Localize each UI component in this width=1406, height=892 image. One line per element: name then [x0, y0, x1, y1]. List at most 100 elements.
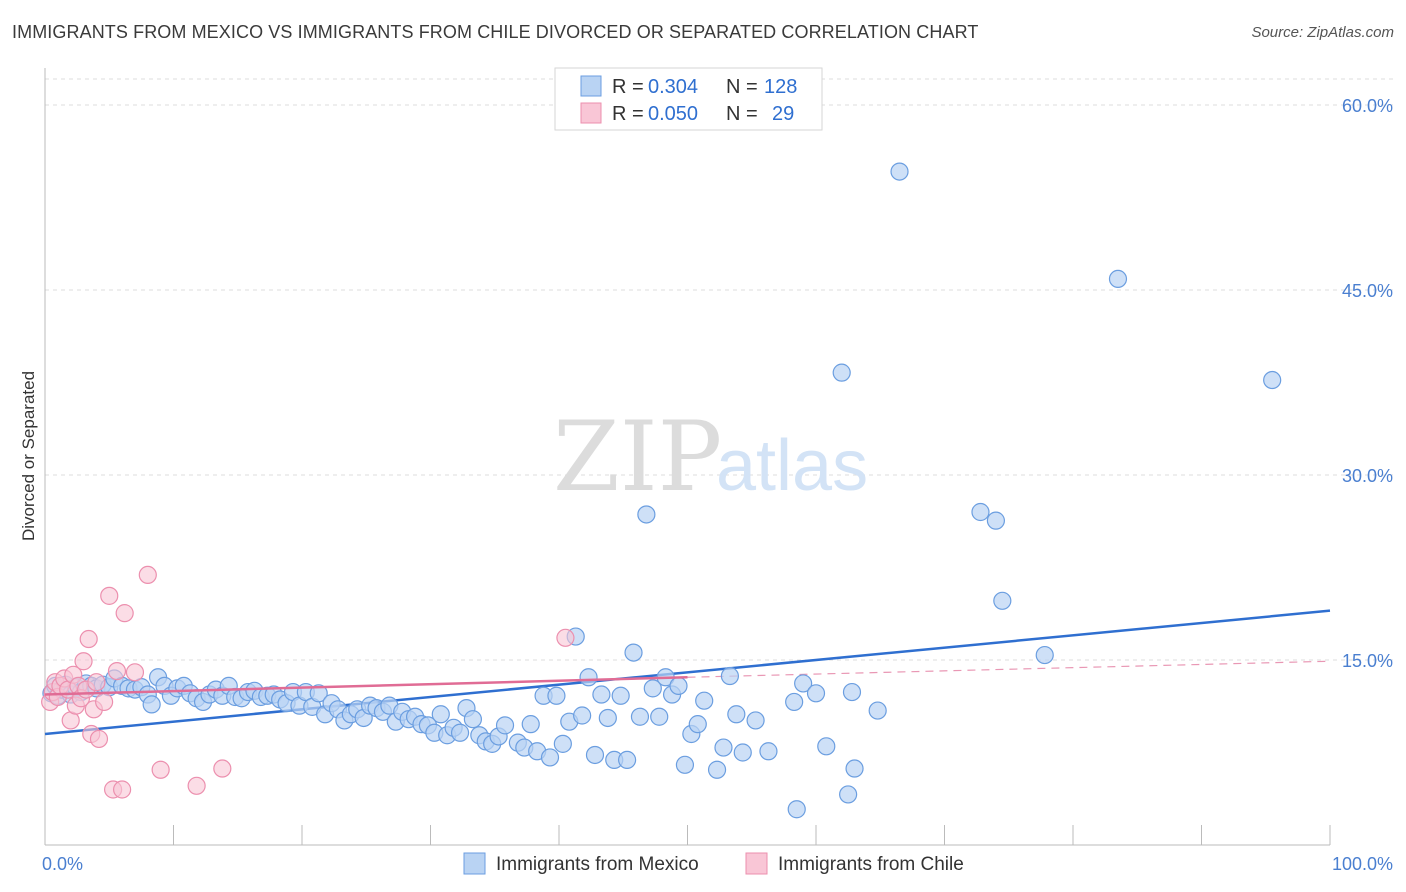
- point-mexico: [845, 759, 864, 778]
- bottom-legend-swatch-chile: [745, 852, 768, 875]
- x-tick-label: 100.0%: [1332, 854, 1393, 874]
- point-mexico: [630, 707, 650, 726]
- point-mexico: [650, 707, 669, 726]
- point-mexico: [817, 737, 836, 756]
- point-mexico: [832, 363, 851, 382]
- point-mexico: [463, 710, 483, 729]
- point-mexico: [142, 695, 161, 714]
- point-mexico: [971, 502, 990, 522]
- point-mexico: [592, 685, 611, 704]
- watermark-zip: ZIP: [553, 401, 722, 513]
- point-mexico: [675, 755, 695, 774]
- point-mexico: [431, 705, 450, 724]
- point-mexico: [787, 800, 806, 819]
- legend-n-label-mexico: N =: [726, 76, 758, 98]
- point-mexico: [842, 682, 862, 702]
- point-mexico: [643, 679, 662, 698]
- point-mexico: [1035, 645, 1054, 665]
- y-tick-label: 60.0%: [1342, 96, 1393, 116]
- chart-source: Source: ZipAtlas.com: [1251, 24, 1394, 41]
- point-mexico: [720, 666, 740, 686]
- point-mexico: [1108, 269, 1128, 288]
- point-chile: [107, 661, 127, 681]
- point-mexico: [553, 734, 572, 753]
- point-mexico: [579, 668, 598, 687]
- point-chile: [151, 760, 170, 779]
- trend-line-chile-extension: [687, 660, 1331, 678]
- point-mexico: [688, 715, 707, 734]
- point-chile: [125, 663, 145, 682]
- watermark-atlas: atlas: [716, 426, 868, 506]
- point-mexico: [806, 684, 826, 703]
- x-tick-marks: [44, 825, 1331, 845]
- point-mexico: [727, 705, 746, 724]
- legend-swatch-mexico: [580, 75, 602, 97]
- point-mexico: [759, 742, 778, 761]
- point-mexico: [733, 743, 752, 762]
- point-mexico: [1263, 370, 1282, 390]
- trend-line-chile: [44, 676, 688, 696]
- legend-r-value-chile: 0.050: [648, 103, 698, 125]
- point-chile: [138, 565, 157, 585]
- point-mexico: [598, 708, 617, 728]
- legend-r-label-chile: R =: [612, 103, 644, 125]
- point-chile: [74, 652, 93, 671]
- point-mexico: [695, 691, 714, 710]
- point-mexico: [839, 785, 858, 804]
- trend-lines: [44, 609, 1331, 736]
- point-chile: [115, 604, 134, 623]
- point-mexico: [624, 643, 643, 662]
- legend-swatch-chile: [580, 102, 602, 124]
- y-tick-labels: 15.0% 30.0% 45.0% 60.0%: [1342, 96, 1393, 671]
- point-mexico: [993, 591, 1012, 610]
- point-mexico: [785, 692, 804, 712]
- point-mexico: [714, 738, 733, 757]
- point-chile: [112, 780, 132, 799]
- bottom-legend-label-mexico: Immigrants from Mexico: [496, 854, 699, 875]
- chart-title: IMMIGRANTS FROM MEXICO VS IMMIGRANTS FRO…: [12, 22, 979, 42]
- legend-r-value-mexico: 0.304: [648, 76, 698, 98]
- point-mexico: [521, 715, 540, 734]
- legend-r-label-mexico: R =: [612, 76, 644, 98]
- point-mexico: [573, 706, 592, 725]
- bottom-legend-label-chile: Immigrants from Chile: [778, 854, 964, 875]
- point-mexico: [890, 162, 909, 181]
- point-mexico: [707, 760, 727, 779]
- point-mexico: [986, 511, 1006, 530]
- point-mexico: [618, 750, 637, 770]
- grid-lines: [45, 78, 1395, 661]
- trend-line-mexico: [44, 609, 1331, 736]
- point-mexico: [540, 748, 560, 767]
- bottom-legend-swatch-mexico: [463, 852, 486, 875]
- point-chile: [89, 729, 109, 749]
- correlation-legend: R = 0.304 N = 128 R = 0.050 N = 29: [554, 67, 823, 131]
- watermark: ZIP atlas: [553, 401, 868, 513]
- scatter-points: [41, 162, 1282, 819]
- point-mexico: [585, 745, 605, 765]
- point-mexico: [611, 686, 630, 705]
- legend-n-label-chile: N =: [726, 103, 758, 125]
- point-mexico: [547, 686, 566, 705]
- point-mexico: [794, 674, 813, 693]
- point-chile: [87, 673, 106, 692]
- point-chile: [213, 759, 232, 778]
- point-chile: [95, 692, 114, 712]
- y-tick-label: 15.0%: [1342, 651, 1393, 671]
- y-axis-title: Divorced or Separated: [19, 371, 38, 541]
- point-mexico: [868, 701, 887, 720]
- legend-n-value-chile: 29: [772, 103, 794, 125]
- point-mexico: [746, 711, 765, 730]
- legend-n-value-mexico: 128: [764, 76, 797, 98]
- x-tick-labels: 0.0% 100.0%: [42, 854, 1393, 874]
- point-chile: [187, 776, 206, 795]
- series-legend: Immigrants from Mexico Immigrants from C…: [463, 852, 964, 875]
- point-mexico: [637, 505, 656, 524]
- point-mexico: [669, 676, 688, 696]
- y-tick-label: 30.0%: [1342, 466, 1393, 486]
- point-chile: [100, 586, 119, 605]
- point-mexico: [309, 684, 328, 703]
- y-tick-label: 45.0%: [1342, 281, 1393, 301]
- x-tick-label: 0.0%: [42, 854, 83, 874]
- point-mexico: [495, 716, 515, 735]
